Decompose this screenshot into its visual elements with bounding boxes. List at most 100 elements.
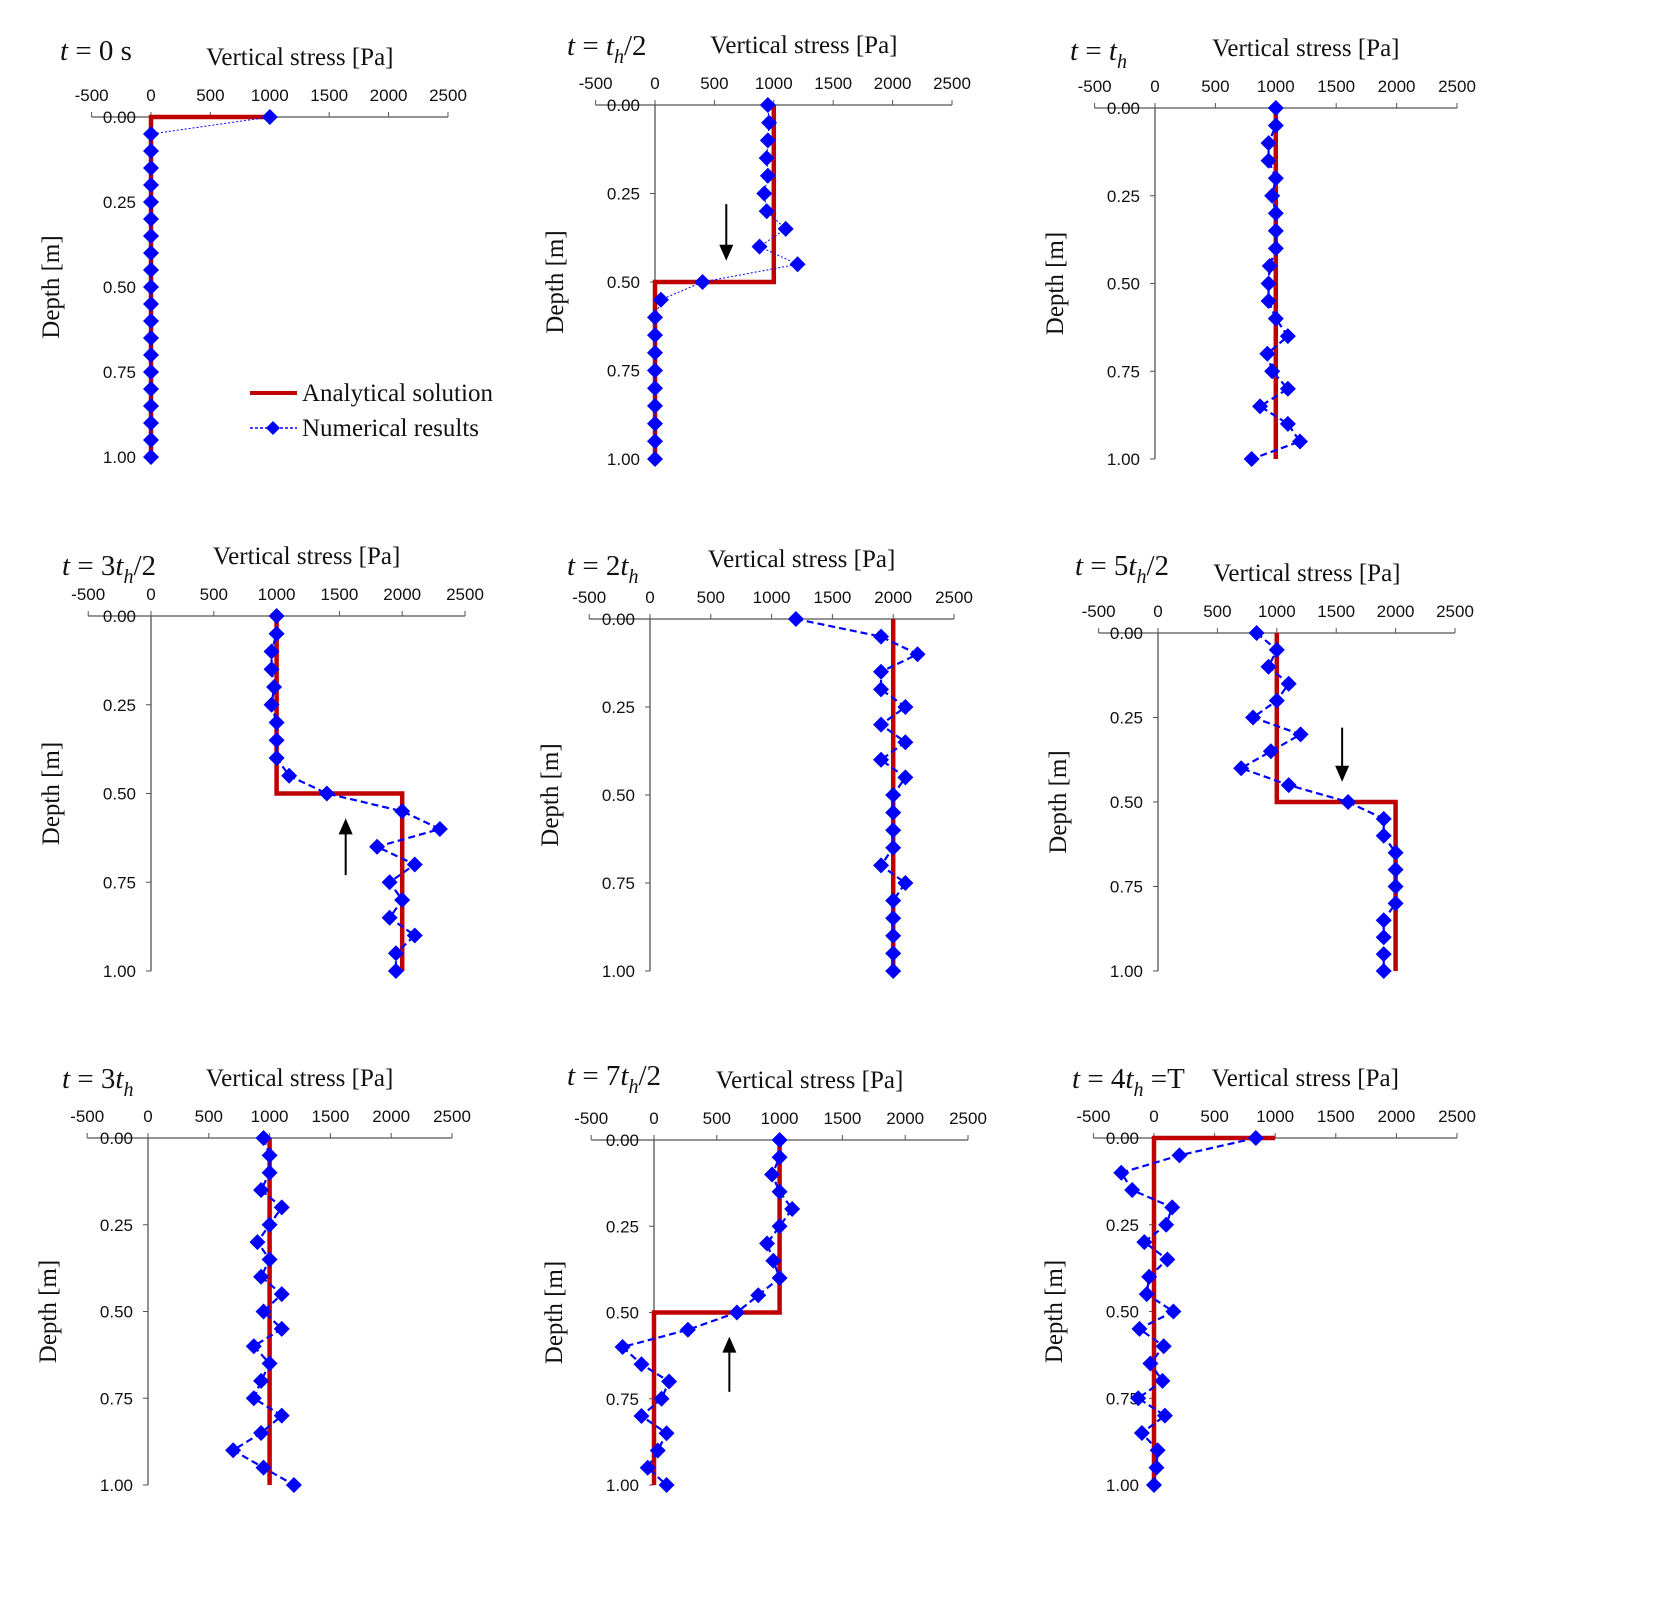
numerical-point (1148, 1459, 1165, 1476)
y-tick-label: 0.25 (1106, 1216, 1139, 1235)
numerical-point (406, 927, 423, 944)
y-tick-label: 0.50 (1107, 275, 1140, 294)
numerical-point (897, 734, 914, 751)
numerical-point (143, 279, 159, 295)
y-axis-title: Depth [m] (541, 1261, 568, 1364)
numerical-point (1375, 946, 1392, 963)
x-tick-label: 0 (143, 1107, 152, 1126)
numerical-point (1138, 1286, 1155, 1303)
numerical-point (1267, 240, 1284, 257)
x-tick-label: 500 (200, 585, 228, 604)
numerical-point (873, 663, 890, 680)
y-tick-label: 0.75 (100, 1389, 133, 1408)
numerical-point (873, 716, 890, 733)
numerical-point (784, 1201, 801, 1217)
numerical-point (647, 433, 663, 450)
y-tick-label: 0.25 (606, 1217, 639, 1236)
numerical-point (263, 696, 280, 713)
numerical-point (387, 945, 404, 962)
numerical-point (1248, 625, 1265, 641)
analytical-solution-line (148, 114, 270, 457)
legend: Analytical solution Numerical results (250, 380, 493, 442)
numerical-point (285, 1477, 302, 1493)
numerical-point (1340, 794, 1357, 810)
y-tick-label: 0.00 (103, 607, 136, 626)
numerical-point (261, 1164, 278, 1181)
y-tick-label: 1.00 (103, 962, 136, 981)
numerical-point (1280, 675, 1297, 692)
y-tick-label: 0.75 (1106, 1389, 1139, 1408)
x-tick-label: 1000 (755, 74, 793, 93)
numerical-point (1387, 878, 1404, 895)
y-axis-title: Depth [m] (1041, 1260, 1068, 1363)
x-tick-label: 1000 (1256, 1107, 1294, 1126)
x-tick-label: 500 (697, 588, 725, 607)
x-tick-label: -500 (574, 1109, 608, 1128)
numerical-point (885, 910, 902, 927)
y-tick-label: 0.25 (103, 193, 136, 212)
y-tick-label: 0.50 (100, 1303, 133, 1322)
numerical-point (143, 245, 159, 261)
numerical-point (1154, 1372, 1171, 1389)
y-tick-label: 0.75 (103, 363, 136, 382)
numerical-point (758, 203, 775, 220)
numerical-point (614, 1339, 631, 1355)
numerical-point (647, 362, 663, 379)
numerical-point (1375, 963, 1392, 979)
numerical-point (873, 681, 890, 698)
numerical-point (143, 262, 159, 278)
numerical-point (897, 769, 914, 786)
y-tick-label: 0.25 (602, 698, 635, 717)
x-tick-label: 0 (645, 588, 654, 607)
numerical-point (771, 1132, 788, 1148)
panel-time-label: t = 4th =T (1072, 1063, 1185, 1101)
numerical-point (885, 804, 902, 821)
numerical-point (759, 132, 776, 149)
x-tick-label: 1000 (258, 585, 296, 604)
x-tick-label: -500 (1078, 77, 1112, 96)
numerical-point (255, 1303, 272, 1320)
numerical-point (143, 160, 159, 176)
numerical-point (1261, 257, 1278, 274)
numerical-point (387, 963, 404, 979)
x-tick-label: 2000 (1377, 1107, 1415, 1126)
y-tick-label: 0.00 (1107, 99, 1140, 118)
x-tick-label: 2500 (1438, 1107, 1476, 1126)
y-axis-title: Depth [m] (1045, 750, 1072, 853)
numerical-point (1245, 709, 1262, 726)
numerical-point (761, 114, 778, 131)
numerical-point (647, 415, 663, 432)
numerical-point (394, 892, 411, 908)
numerical-point (253, 1424, 270, 1441)
numerical-point (253, 1268, 270, 1285)
numerical-point (1247, 1130, 1264, 1146)
x-tick-label: 2500 (446, 585, 484, 604)
y-tick-label: 0.50 (103, 785, 136, 804)
x-tick-label: 2000 (370, 86, 408, 105)
x-axis-title: Vertical stress [Pa] (710, 32, 897, 59)
y-tick-label: 0.00 (602, 610, 635, 629)
y-axis-title: Depth [m] (537, 743, 564, 846)
numerical-point (647, 380, 663, 397)
x-tick-label: 2000 (874, 74, 912, 93)
panel-time-label: t = 0 s (60, 35, 132, 67)
numerical-point (771, 1183, 788, 1200)
numerical-point (633, 1356, 650, 1373)
numerical-point (1146, 1477, 1162, 1493)
y-axis-title: Depth [m] (542, 230, 569, 333)
numerical-point (253, 1372, 270, 1389)
numerical-point (909, 646, 926, 663)
numerical-point (1141, 1268, 1158, 1285)
y-tick-label: 1.00 (103, 448, 136, 467)
x-axis-title: Vertical stress [Pa] (206, 44, 393, 71)
numerical-point (885, 822, 902, 839)
x-axis-title: Vertical stress [Pa] (1212, 35, 1399, 62)
x-axis-title: Vertical stress [Pa] (1213, 560, 1400, 587)
y-axis-title: Depth [m] (1042, 232, 1069, 335)
y-tick-label: 0.75 (602, 874, 635, 893)
numerical-point (1267, 117, 1284, 134)
numerical-point (1267, 205, 1284, 222)
x-tick-label: -500 (70, 1107, 104, 1126)
x-tick-label: 0 (146, 86, 155, 105)
numerical-point (268, 732, 285, 749)
